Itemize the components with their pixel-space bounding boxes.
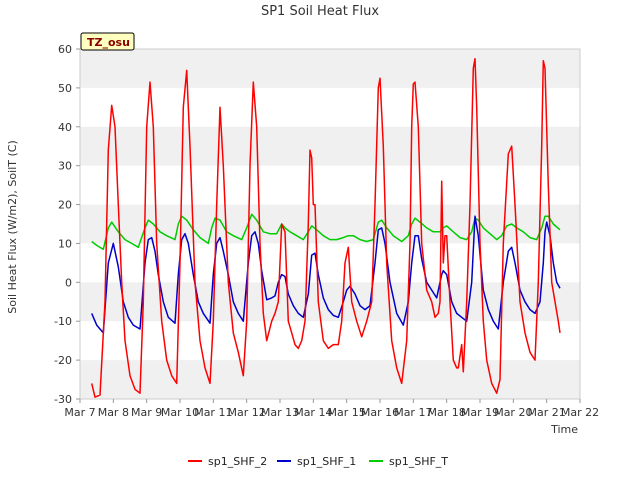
x-tick-label: Mar 14 [294, 406, 332, 419]
grid-band [80, 126, 580, 166]
x-tick-label: Mar 20 [494, 406, 532, 419]
badge-label: TZ_osu [87, 36, 130, 49]
y-tick-label: 40 [58, 121, 72, 134]
y-axis-label: Soil Heat Flux (W/m2), SoilT (C) [6, 140, 19, 313]
y-tick-label: 10 [58, 237, 72, 250]
y-tick-label: -10 [54, 315, 72, 328]
x-tick-label: Mar 8 [98, 406, 129, 419]
y-tick-label: -20 [54, 354, 72, 367]
plot-frame [79, 48, 581, 400]
y-axis-ticks: -30 -20 -10 0 10 20 30 40 50 60 [54, 43, 80, 406]
badge-box [80, 32, 135, 51]
x-tick-label: Mar 16 [361, 406, 399, 419]
x-tick-label: Mar 21 [528, 406, 566, 419]
y-tick-label: 30 [58, 160, 72, 173]
grid-bands [80, 49, 580, 399]
x-tick-label: Mar 12 [228, 406, 266, 419]
x-tick-label: Mar 15 [328, 406, 366, 419]
legend-label: sp1_SHF_2 [208, 455, 267, 468]
x-tick-label: Mar 13 [261, 406, 299, 419]
y-tick-label: 60 [58, 43, 72, 56]
series-line-sp1_SHF_1 [91, 215, 561, 334]
x-tick-label: Mar 11 [194, 406, 232, 419]
series-line-sp1_SHF_T [91, 213, 561, 251]
badge: TZ_osu [80, 32, 135, 51]
plot-border [79, 48, 581, 400]
series-lines [90, 57, 561, 398]
legend: sp1_SHF_2 sp1_SHF_1 sp1_SHF_T [188, 455, 448, 468]
x-tick-label: Mar 9 [131, 406, 162, 419]
legend-label: sp1_SHF_T [389, 455, 448, 468]
grid-band [80, 204, 580, 244]
y-tick-label: 50 [58, 82, 72, 95]
y-tick-label: 0 [65, 276, 72, 289]
x-axis-label: Time [550, 423, 578, 436]
legend-label: sp1_SHF_1 [297, 455, 356, 468]
x-tick-label: Mar 22 [561, 406, 599, 419]
grid-band [80, 360, 580, 399]
chart-title: SP1 Soil Heat Flux [261, 4, 379, 19]
grid-band [80, 49, 580, 88]
series-line-sp1_SHF_2 [90, 57, 561, 398]
y-tick-label: 20 [58, 199, 72, 212]
grid-band [80, 282, 580, 322]
y-tick-label: -30 [54, 393, 72, 406]
x-tick-label: Mar 17 [394, 406, 432, 419]
x-tick-label: Mar 18 [428, 406, 466, 419]
x-tick-label: Mar 7 [64, 406, 95, 419]
x-tick-label: Mar 10 [161, 406, 199, 419]
x-tick-label: Mar 19 [461, 406, 499, 419]
